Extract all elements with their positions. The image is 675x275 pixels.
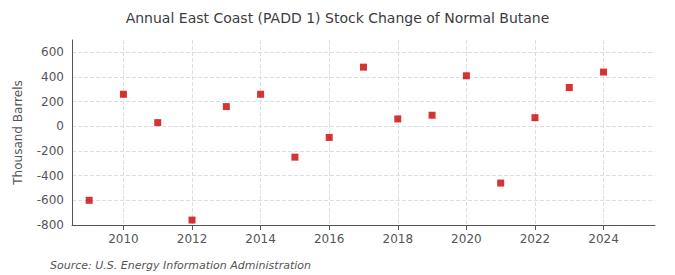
svg-text:600: 600 (41, 45, 64, 59)
svg-text:2024: 2024 (588, 232, 619, 246)
svg-text:Source: U.S. Energy Informatio: Source: U.S. Energy Information Administ… (50, 259, 311, 272)
svg-text:Annual East Coast (PADD 1) Sto: Annual East Coast (PADD 1) Stock Change … (126, 10, 550, 26)
svg-text:-400: -400 (37, 169, 64, 183)
svg-text:2014: 2014 (245, 232, 276, 246)
svg-text:2022: 2022 (520, 232, 551, 246)
svg-text:0: 0 (56, 119, 64, 133)
svg-text:2020: 2020 (451, 232, 482, 246)
svg-text:2012: 2012 (177, 232, 208, 246)
svg-text:2010: 2010 (108, 232, 139, 246)
svg-text:200: 200 (41, 95, 64, 109)
svg-text:-600: -600 (37, 193, 64, 207)
svg-text:-800: -800 (37, 218, 64, 232)
svg-text:-200: -200 (37, 144, 64, 158)
svg-text:Thousand Barrels: Thousand Barrels (11, 80, 25, 185)
svg-text:2016: 2016 (314, 232, 345, 246)
svg-text:400: 400 (41, 70, 64, 84)
svg-text:2018: 2018 (383, 232, 414, 246)
